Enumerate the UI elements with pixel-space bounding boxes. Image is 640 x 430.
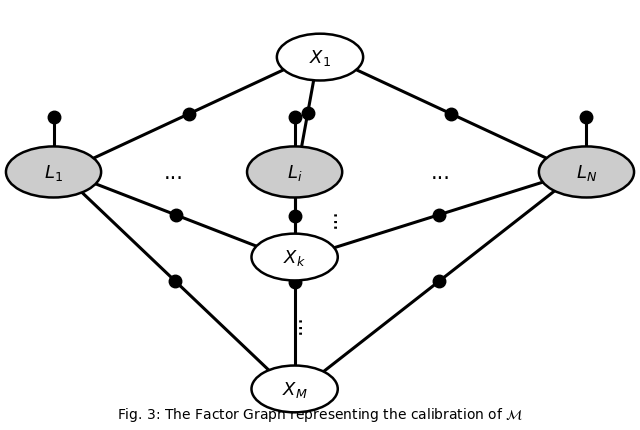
Ellipse shape xyxy=(277,34,363,81)
Text: ...: ... xyxy=(164,163,184,182)
Text: $L_1$: $L_1$ xyxy=(44,163,63,182)
Text: Fig. 3: The Factor Graph representing the calibration of $\mathcal{M}$: Fig. 3: The Factor Graph representing th… xyxy=(117,405,523,423)
Text: ...: ... xyxy=(285,313,305,333)
Text: ...: ... xyxy=(319,207,339,227)
Text: $X_1$: $X_1$ xyxy=(309,48,331,68)
Ellipse shape xyxy=(247,147,342,198)
Text: $L_i$: $L_i$ xyxy=(287,163,302,182)
Ellipse shape xyxy=(539,147,634,198)
Text: $X_k$: $X_k$ xyxy=(284,248,306,267)
Ellipse shape xyxy=(252,366,338,412)
Text: $X_M$: $X_M$ xyxy=(282,379,307,399)
Ellipse shape xyxy=(6,147,101,198)
Ellipse shape xyxy=(252,234,338,281)
Text: $L_N$: $L_N$ xyxy=(576,163,597,182)
Text: ...: ... xyxy=(431,163,451,182)
